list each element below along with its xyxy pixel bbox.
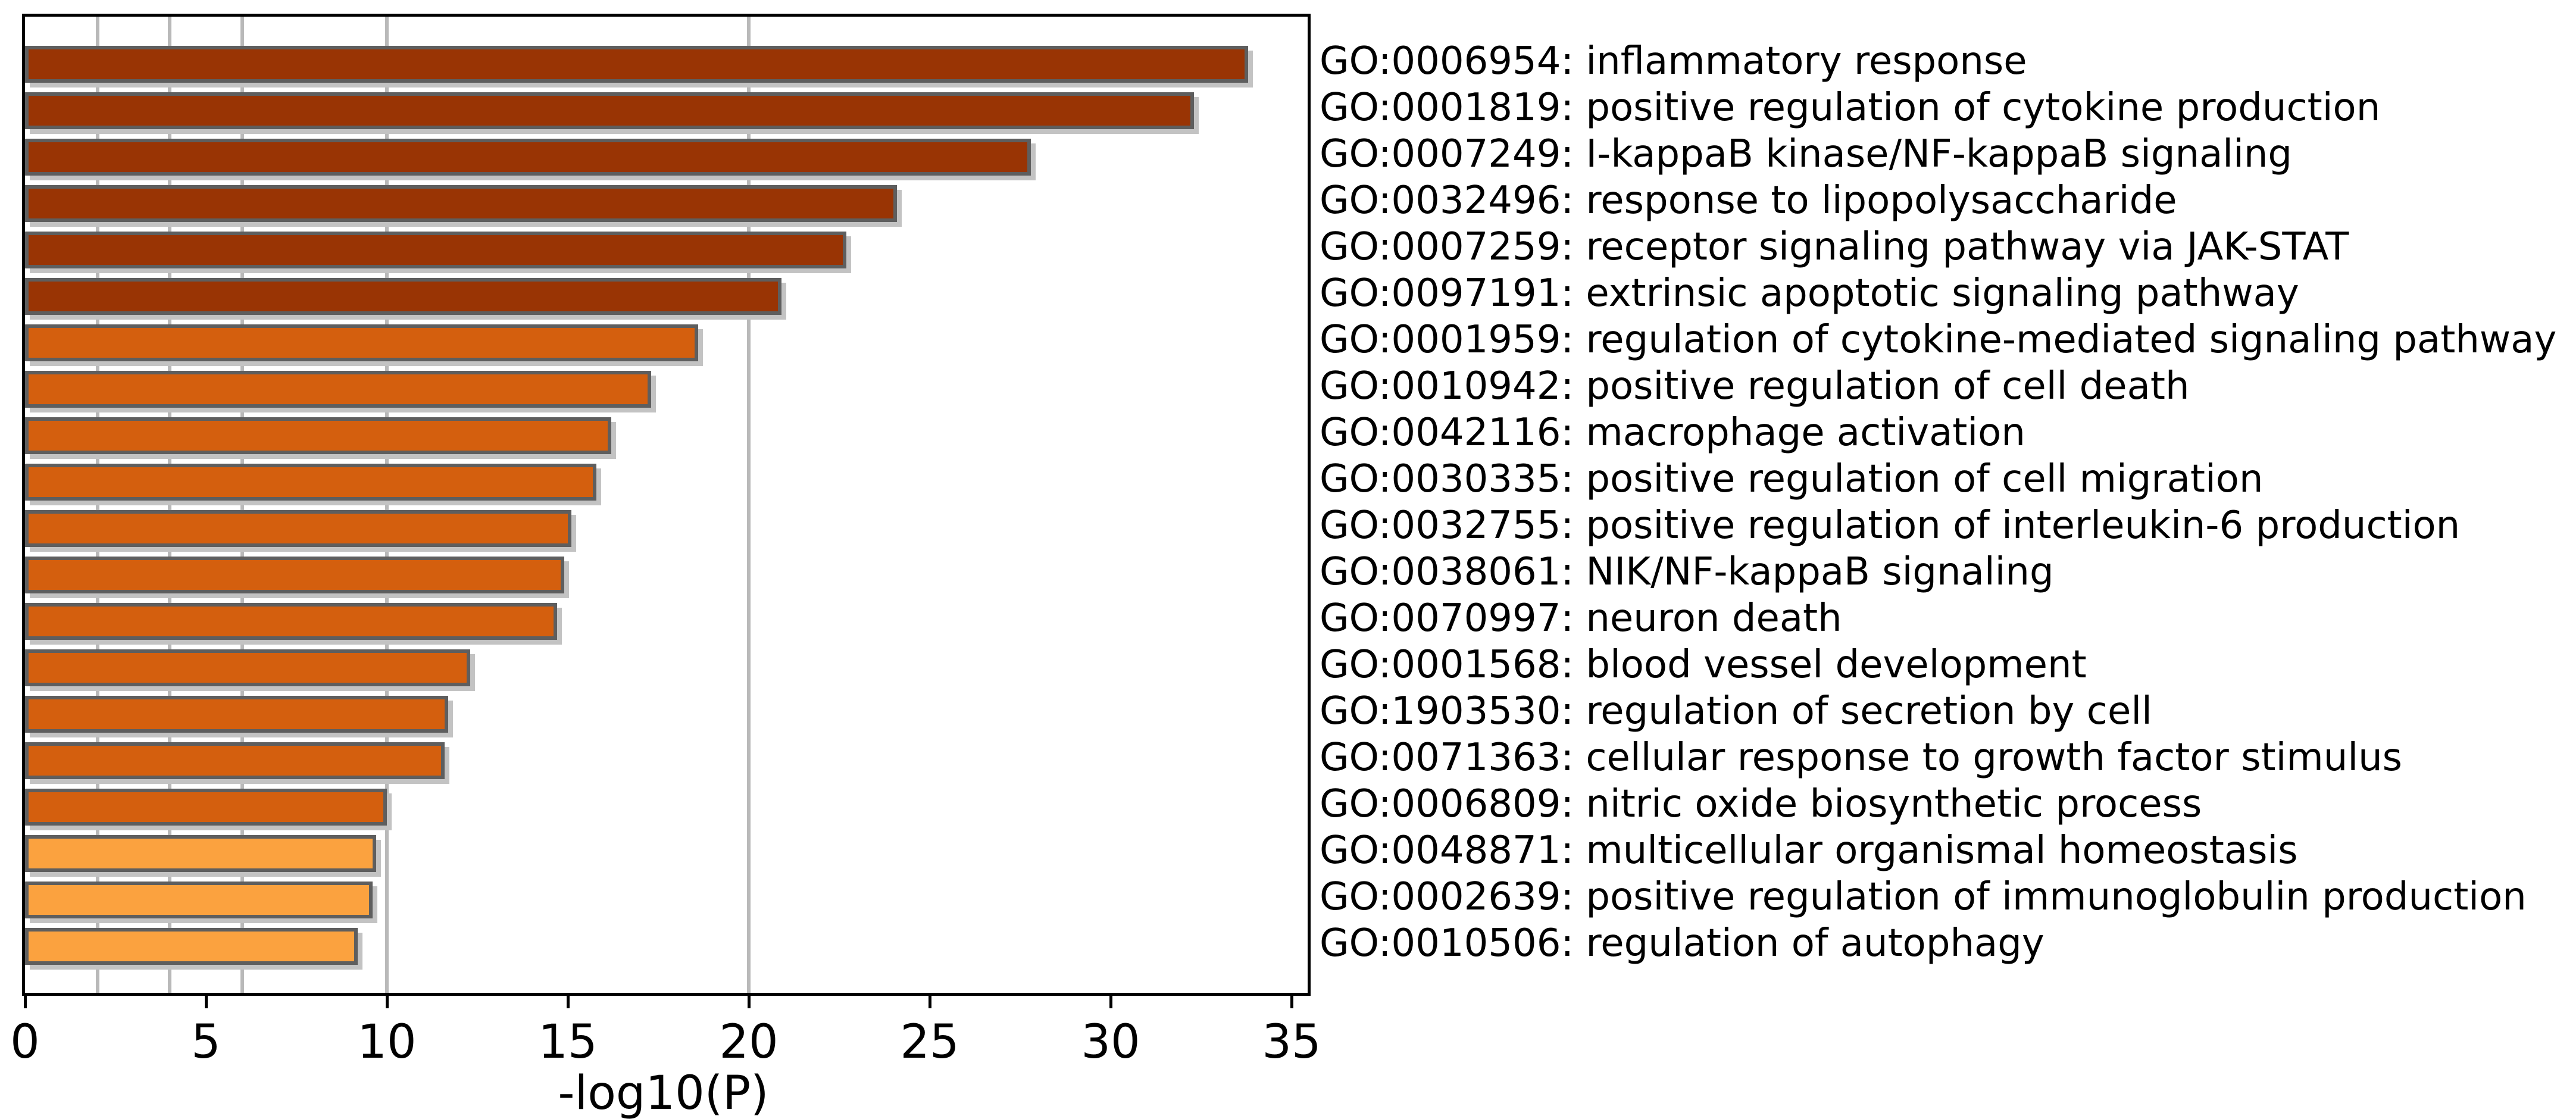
x-axis-tick-label: 35 (1262, 1015, 1321, 1069)
x-axis-tick (567, 993, 570, 1008)
category-label: GO:0001959: regulation of cytokine-media… (1320, 318, 2557, 362)
category-label: GO:0006809: nitric oxide biosynthetic pr… (1320, 782, 2202, 826)
x-axis-tick (1290, 993, 1293, 1008)
category-label: GO:0010506: regulation of autophagy (1320, 921, 2044, 965)
bar (25, 557, 564, 593)
category-label: GO:0097191: extrinsic apoptotic signalin… (1320, 271, 2299, 315)
category-label: GO:1903530: regulation of secretion by c… (1320, 689, 2152, 733)
x-axis-tick (386, 993, 389, 1008)
x-axis-tick (748, 993, 751, 1008)
plot-area (22, 14, 1311, 996)
bar (25, 464, 596, 501)
category-label: GO:0071363: cellular response to growth … (1320, 736, 2402, 780)
x-axis-tick-label: 15 (538, 1015, 598, 1069)
category-label: GO:0007259: receptor signaling pathway v… (1320, 225, 2349, 269)
gridline (240, 17, 244, 993)
category-label: GO:0002639: positive regulation of immun… (1320, 875, 2527, 919)
bar (25, 742, 445, 779)
gridline (385, 17, 389, 993)
bar (25, 510, 571, 547)
bar (25, 232, 846, 268)
bar (25, 649, 470, 686)
bar (25, 789, 387, 826)
bar (25, 928, 358, 965)
category-label: GO:0001568: blood vessel development (1320, 643, 2087, 687)
x-axis-tick-label: 30 (1081, 1015, 1140, 1069)
category-label: GO:0030335: positive regulation of cell … (1320, 457, 2264, 501)
category-label: GO:0038061: NIK/NF-kappaB signaling (1320, 550, 2054, 594)
bar (25, 696, 448, 733)
bar (25, 278, 781, 315)
gridline (168, 17, 171, 993)
bar (25, 92, 1194, 129)
category-label: GO:0048871: multicellular organismal hom… (1320, 829, 2298, 873)
category-label: GO:0007249: I-kappaB kinase/NF-kappaB si… (1320, 132, 2293, 176)
x-axis-tick-label: 5 (191, 1015, 221, 1069)
x-axis-tick-label: 10 (357, 1015, 417, 1069)
bar (25, 835, 376, 872)
gridline (747, 17, 751, 993)
category-label: GO:0001819: positive regulation of cytok… (1320, 86, 2381, 130)
bar (25, 324, 698, 361)
bar (25, 185, 897, 222)
x-axis-tick (24, 993, 27, 1008)
x-axis-tick-label: 20 (719, 1015, 779, 1069)
x-axis-tick (929, 993, 931, 1008)
category-label: GO:0070997: neuron death (1320, 596, 1842, 640)
x-axis-tick-label: 25 (900, 1015, 959, 1069)
category-label: GO:0032496: response to lipopolysacchari… (1320, 179, 2177, 223)
x-axis-title: -log10(P) (558, 1067, 769, 1119)
bar (25, 417, 611, 454)
bar (25, 882, 373, 918)
category-label: GO:0006954: inflammatory response (1320, 39, 2027, 83)
category-label: GO:0010942: positive regulation of cell … (1320, 364, 2190, 408)
category-label: GO:0042116: macrophage activation (1320, 411, 2025, 455)
category-label: GO:0032755: positive regulation of inter… (1320, 504, 2461, 548)
bar (25, 603, 557, 640)
bar (25, 371, 651, 408)
x-axis-tick (205, 993, 208, 1008)
x-axis-tick-label: 0 (10, 1015, 40, 1069)
gridline (96, 17, 99, 993)
bar (25, 139, 1031, 176)
x-axis-tick (1109, 993, 1112, 1008)
bar (25, 46, 1248, 83)
